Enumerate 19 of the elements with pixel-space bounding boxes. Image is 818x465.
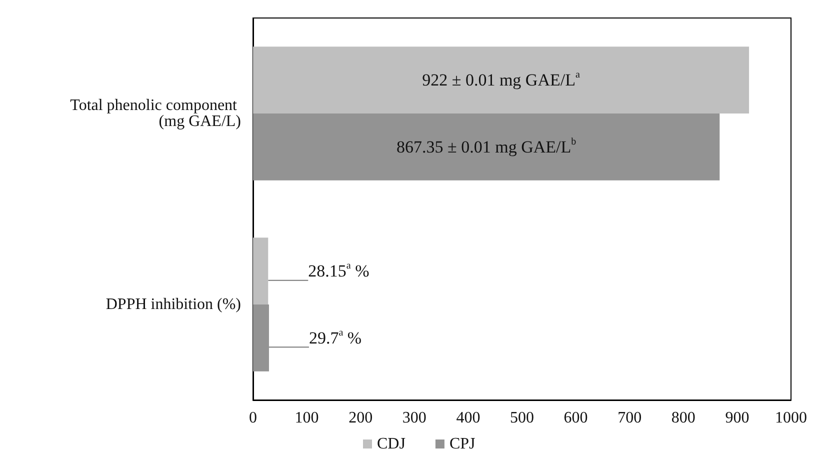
- x-tick-label: 100: [294, 410, 319, 426]
- x-tick-label: 0: [249, 410, 257, 426]
- bar: [253, 304, 269, 372]
- x-tick-label: 500: [510, 410, 534, 426]
- y-tick-label: DPPH inhibition (%): [106, 296, 241, 313]
- legend-label: CPJ: [449, 436, 476, 452]
- x-tick-label: 700: [618, 410, 642, 426]
- legend-label: CDJ: [377, 436, 406, 452]
- x-tick-label: 600: [564, 410, 588, 426]
- y-tick-label: Total phenolic component (mg GAE/L): [70, 97, 241, 130]
- bar: [253, 114, 720, 180]
- x-tick-label: 400: [456, 410, 480, 426]
- bar: [253, 238, 268, 304]
- x-tick-label: 200: [348, 410, 373, 426]
- x-tick-label: 1000: [775, 410, 807, 426]
- x-tick-label: 300: [402, 410, 426, 426]
- x-tick-label: 900: [725, 410, 750, 426]
- bar: [253, 46, 750, 114]
- x-tick-label: 800: [671, 410, 696, 426]
